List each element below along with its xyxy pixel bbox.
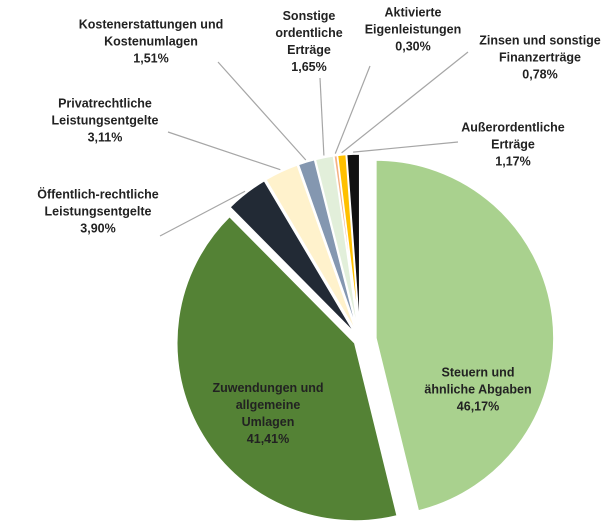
category-label: Privatrechtliche Leistungsentgelte xyxy=(51,96,159,128)
value-label: 1,51% xyxy=(133,51,169,66)
category-label: Außerordentliche Erträge xyxy=(461,120,565,152)
pie-slice xyxy=(375,159,555,512)
pie-slice xyxy=(345,153,361,333)
slice-label: Öffentlich-rechtliche Leistungsentgelte 3… xyxy=(28,187,168,238)
value-label: 41,41% xyxy=(246,432,290,446)
category-label: Sonstige ordentliche Erträge xyxy=(275,9,343,57)
pie-slice xyxy=(264,163,358,334)
slice-label: Sonstige ordentliche Erträge 1,65% xyxy=(264,8,354,76)
pie-slice xyxy=(297,158,359,333)
slice-label: Privatrechtliche Leistungsentgelte 3,11% xyxy=(30,96,180,147)
category-label: Zuwendungen und allgemeine Umlagen xyxy=(212,381,324,429)
slice-label: Zinsen und sonstige Finanzerträge 0,78% xyxy=(470,33,608,84)
value-label: 46,17% xyxy=(456,399,500,414)
category-label: Kostenerstattungen und Kostenumlagen xyxy=(78,17,224,49)
slice-label: Zuwendungen und allgemeine Umlagen 41,41% xyxy=(208,380,328,448)
category-label: Öffentlich-rechtliche Leistungsentgelte xyxy=(37,187,159,219)
value-label: 0,78% xyxy=(522,67,558,82)
value-label: 1,65% xyxy=(291,60,327,74)
slice-label: Kostenerstattungen und Kostenumlagen 1,51… xyxy=(71,17,231,68)
leader-line xyxy=(159,190,246,237)
leader-line xyxy=(319,77,325,156)
value-label: 3,90% xyxy=(80,221,116,236)
slice-label: Steuern und ähnliche Abgaben 46,17% xyxy=(423,365,533,416)
slice-label: Aktivierte Eigenleistungen 0,30% xyxy=(358,5,468,56)
pie-slice xyxy=(176,215,399,522)
value-label: 1,17% xyxy=(495,154,531,169)
category-label: Aktivierte Eigenleistungen xyxy=(364,5,462,37)
leader-line xyxy=(341,51,469,154)
pie-slice xyxy=(228,179,356,335)
leader-line xyxy=(217,61,307,161)
category-label: Zinsen und sonstige Finanzerträge xyxy=(479,33,601,65)
leader-line xyxy=(353,141,459,153)
slice-label: Außerordentliche Erträge 1,17% xyxy=(448,120,578,171)
leader-line xyxy=(334,65,371,154)
category-label: Steuern und ähnliche Abgaben xyxy=(424,365,532,397)
value-label: 0,30% xyxy=(395,39,431,54)
leader-line xyxy=(167,131,281,171)
value-label: 3,11% xyxy=(87,130,123,145)
